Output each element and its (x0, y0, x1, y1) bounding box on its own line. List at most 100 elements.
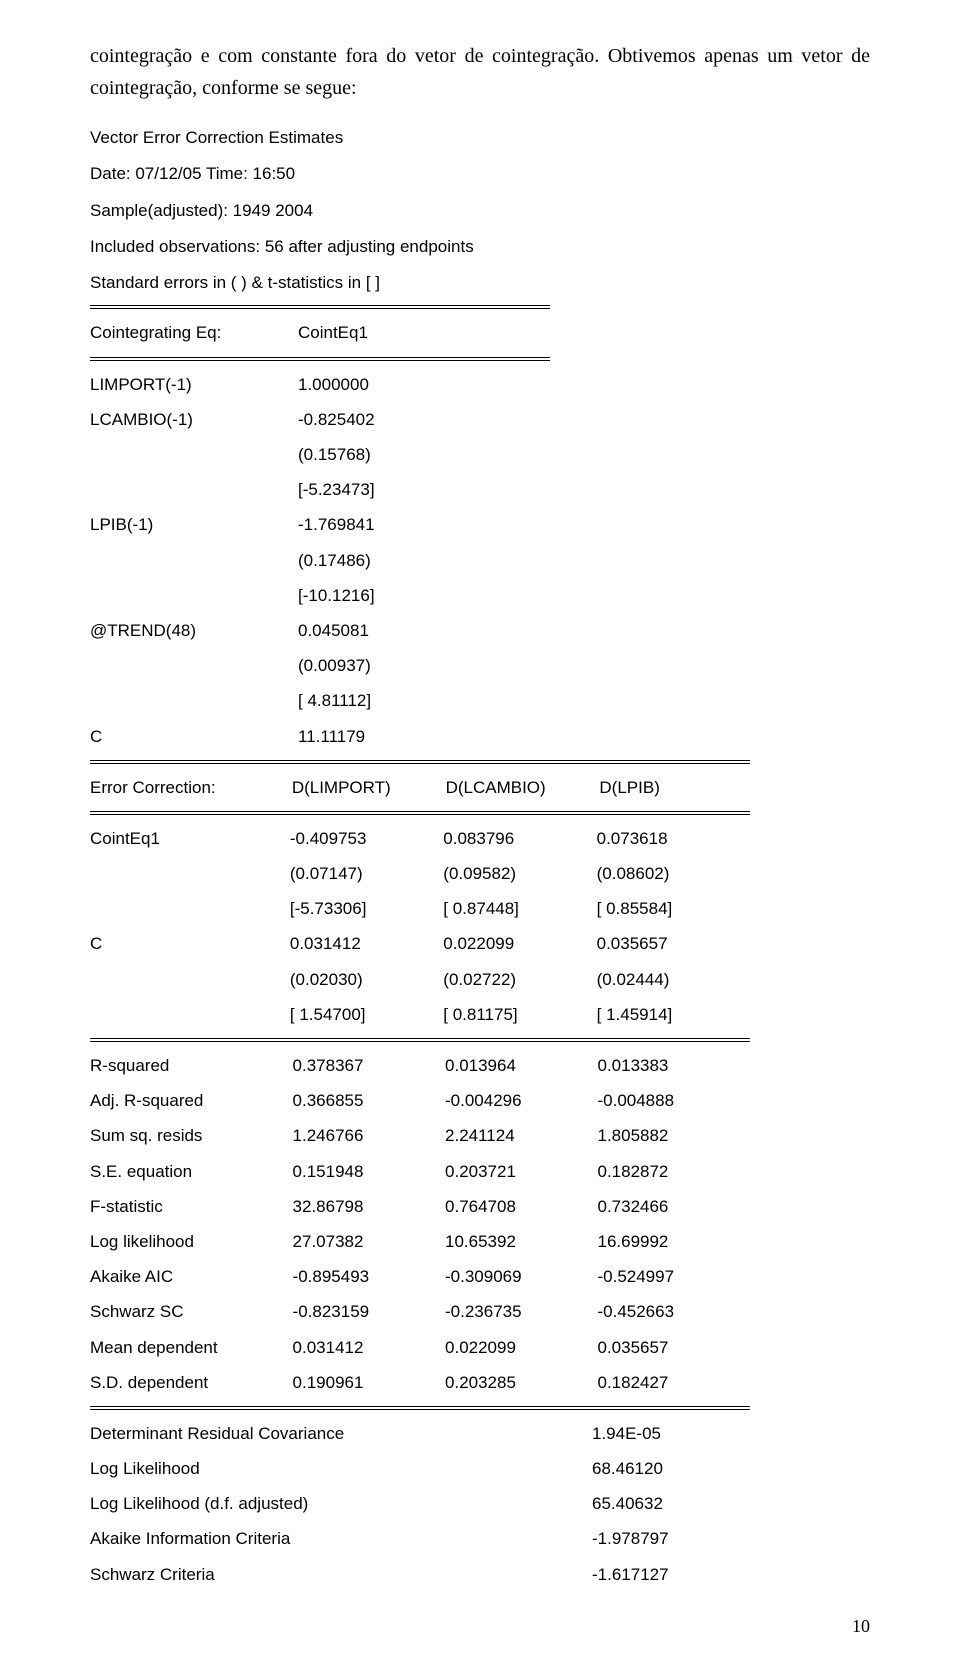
stats-row-val: 32.86798 (293, 1189, 445, 1224)
intro-paragraph: cointegração e com constante fora do vet… (90, 40, 870, 104)
stats-table: R-squared0.3783670.0139640.013383Adj. R-… (90, 1048, 750, 1400)
errcorr-col-2: D(LPIB) (599, 770, 750, 805)
errcorr-row-val: [ 0.85584] (597, 891, 750, 926)
stats-row-val: -0.236735 (445, 1294, 597, 1329)
cointeq-row-val: 1.000000 (298, 367, 550, 402)
cointeq-row-name: LPIB(-1) (90, 507, 298, 542)
rule (90, 305, 550, 309)
stats-row-name: Sum sq. resids (90, 1118, 293, 1153)
cointeq-label: Cointegrating Eq: (90, 315, 298, 350)
cointeq-row-name (90, 543, 298, 578)
errcorr-row-val: [-5.73306] (290, 891, 443, 926)
cointeq-row-name (90, 437, 298, 472)
errcorr-header: Error Correction: D(LIMPORT) D(LCAMBIO) … (90, 770, 750, 805)
errcorr-row-val: (0.02722) (443, 962, 596, 997)
cointeq-row-name: LCAMBIO(-1) (90, 402, 298, 437)
cointeq-row-name: LIMPORT(-1) (90, 367, 298, 402)
stats-row-val: 0.182427 (597, 1365, 750, 1400)
cointeq-header: Cointegrating Eq: CointEq1 (90, 315, 550, 350)
cointeq-row-val: [-5.23473] (298, 472, 550, 507)
cointeq-row-val: 0.045081 (298, 613, 550, 648)
footer-row-name: Log Likelihood (90, 1451, 592, 1486)
footer-table: Determinant Residual Covariance1.94E-05L… (90, 1416, 750, 1592)
stats-row-val: 1.246766 (293, 1118, 445, 1153)
stats-row-name: Mean dependent (90, 1330, 293, 1365)
footer-row-val: -1.978797 (592, 1521, 750, 1556)
stats-row-val: -0.452663 (597, 1294, 750, 1329)
errcorr-row-val: (0.02444) (597, 962, 750, 997)
errcorr-row-val: (0.02030) (290, 962, 443, 997)
footer-row-name: Log Likelihood (d.f. adjusted) (90, 1486, 592, 1521)
stats-row-val: -0.823159 (293, 1294, 445, 1329)
errcorr-row-name (90, 856, 290, 891)
stats-row-val: -0.309069 (445, 1259, 597, 1294)
cointeq-table: LIMPORT(-1)1.000000LCAMBIO(-1)-0.825402(… (90, 367, 550, 754)
errcorr-row-val: (0.08602) (597, 856, 750, 891)
stats-row-val: 0.764708 (445, 1189, 597, 1224)
cointeq-row-name (90, 472, 298, 507)
errcorr-table: CointEq1-0.4097530.0837960.073618(0.0714… (90, 821, 750, 1032)
stats-row-val: 0.190961 (293, 1365, 445, 1400)
stats-row-val: 0.366855 (293, 1083, 445, 1118)
stats-row-val: -0.524997 (597, 1259, 750, 1294)
stats-row-name: Adj. R-squared (90, 1083, 293, 1118)
page-number: 10 (90, 1616, 870, 1637)
errcorr-row-val: [ 0.87448] (443, 891, 596, 926)
rule (90, 1038, 750, 1042)
vec-date: Date: 07/12/05 Time: 16:50 (90, 158, 870, 190)
stats-row-val: 0.031412 (293, 1330, 445, 1365)
stats-row-val: 1.805882 (597, 1118, 750, 1153)
rule (90, 357, 550, 361)
stats-row-name: Schwarz SC (90, 1294, 293, 1329)
stats-row-val: 2.241124 (445, 1118, 597, 1153)
stats-row-name: S.D. dependent (90, 1365, 293, 1400)
footer-row-name: Schwarz Criteria (90, 1557, 592, 1592)
errcorr-row-val: [ 1.45914] (597, 997, 750, 1032)
cointeq-row-val: (0.15768) (298, 437, 550, 472)
stats-row-val: 0.151948 (293, 1154, 445, 1189)
errcorr-row-val: [ 1.54700] (290, 997, 443, 1032)
errcorr-row-name (90, 891, 290, 926)
stats-row-val: 0.732466 (597, 1189, 750, 1224)
stats-row-val: -0.004296 (445, 1083, 597, 1118)
errcorr-row-val: (0.09582) (443, 856, 596, 891)
stats-row-val: 0.035657 (597, 1330, 750, 1365)
cointeq-row-val: [ 4.81112] (298, 683, 550, 718)
footer-row-name: Akaike Information Criteria (90, 1521, 592, 1556)
cointeq-row-name: C (90, 719, 298, 754)
vec-obs: Included observations: 56 after adjustin… (90, 231, 870, 263)
vec-title: Vector Error Correction Estimates (90, 122, 870, 154)
rule (90, 760, 750, 764)
cointeq-row-val: (0.00937) (298, 648, 550, 683)
errcorr-col-1: D(LCAMBIO) (446, 770, 600, 805)
errcorr-row-val: 0.073618 (597, 821, 750, 856)
errcorr-row-val: 0.083796 (443, 821, 596, 856)
stats-row-val: 0.013964 (445, 1048, 597, 1083)
stats-row-val: 0.182872 (597, 1154, 750, 1189)
cointeq-row-val: -0.825402 (298, 402, 550, 437)
footer-row-val: 65.40632 (592, 1486, 750, 1521)
cointeq-row-name: @TREND(48) (90, 613, 298, 648)
errcorr-col-0: D(LIMPORT) (292, 770, 446, 805)
stats-row-name: R-squared (90, 1048, 293, 1083)
stats-row-name: Log likelihood (90, 1224, 293, 1259)
stats-row-val: 0.203285 (445, 1365, 597, 1400)
cointeq-row-val: [-10.1216] (298, 578, 550, 613)
stats-row-val: -0.895493 (293, 1259, 445, 1294)
stats-row-val: 10.65392 (445, 1224, 597, 1259)
cointeq-row-val: -1.769841 (298, 507, 550, 542)
errcorr-row-val: 0.022099 (443, 926, 596, 961)
cointeq-row-val: 11.11179 (298, 719, 550, 754)
stats-row-val: 0.013383 (597, 1048, 750, 1083)
errcorr-row-name: C (90, 926, 290, 961)
footer-row-val: -1.617127 (592, 1557, 750, 1592)
footer-row-val: 68.46120 (592, 1451, 750, 1486)
errcorr-row-val: (0.07147) (290, 856, 443, 891)
rule (90, 1406, 750, 1410)
rule (90, 811, 750, 815)
stats-row-val: 0.203721 (445, 1154, 597, 1189)
stats-row-name: Akaike AIC (90, 1259, 293, 1294)
stats-row-val: 27.07382 (293, 1224, 445, 1259)
stats-row-val: 16.69992 (597, 1224, 750, 1259)
footer-row-val: 1.94E-05 (592, 1416, 750, 1451)
